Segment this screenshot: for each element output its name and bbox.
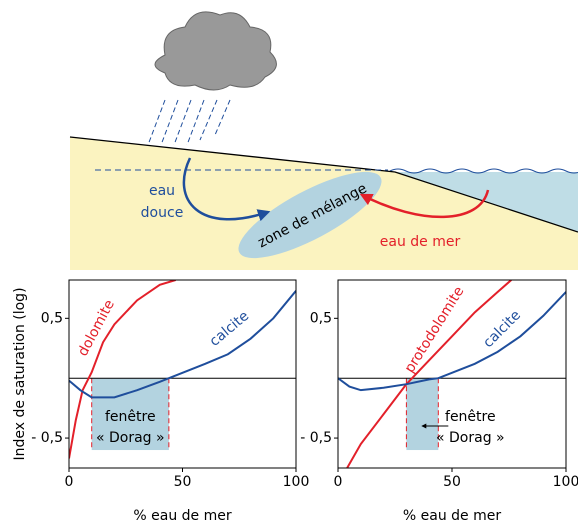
x-axis-label: % eau de mer <box>403 508 501 524</box>
x-tick-label: 100 <box>553 474 578 490</box>
x-tick-label: 50 <box>443 474 461 490</box>
series-label: calcite <box>480 307 524 351</box>
series-label: calcite <box>207 308 252 350</box>
window-label: « Dorag » <box>436 430 505 446</box>
x-tick-label: 50 <box>174 474 192 490</box>
fresh-water-label: eau <box>149 183 175 199</box>
x-axis-label: % eau de mer <box>133 508 231 524</box>
landscape: eau douce zone de mélange eau de mer <box>70 12 578 274</box>
window-label: fenêtre <box>105 409 156 425</box>
sea-water-label: eau de mer <box>380 234 461 250</box>
y-tick-label: 0,5 <box>41 310 63 326</box>
window-label: « Dorag » <box>96 430 165 446</box>
x-tick-label: 100 <box>283 474 310 490</box>
y-tick-label: - 0,5 <box>31 430 63 446</box>
y-tick-label: 0,5 <box>310 310 332 326</box>
x-tick-label: 0 <box>65 474 74 490</box>
y-axis-label: Index de saturation (log) <box>12 287 28 460</box>
fresh-water-label: douce <box>141 205 184 221</box>
figure: eau douce zone de mélange eau de mer dol… <box>0 0 578 528</box>
y-tick-label: - 0,5 <box>300 430 332 446</box>
x-tick-label: 0 <box>334 474 343 490</box>
window-label: fenêtre <box>445 409 496 425</box>
window <box>406 378 438 450</box>
